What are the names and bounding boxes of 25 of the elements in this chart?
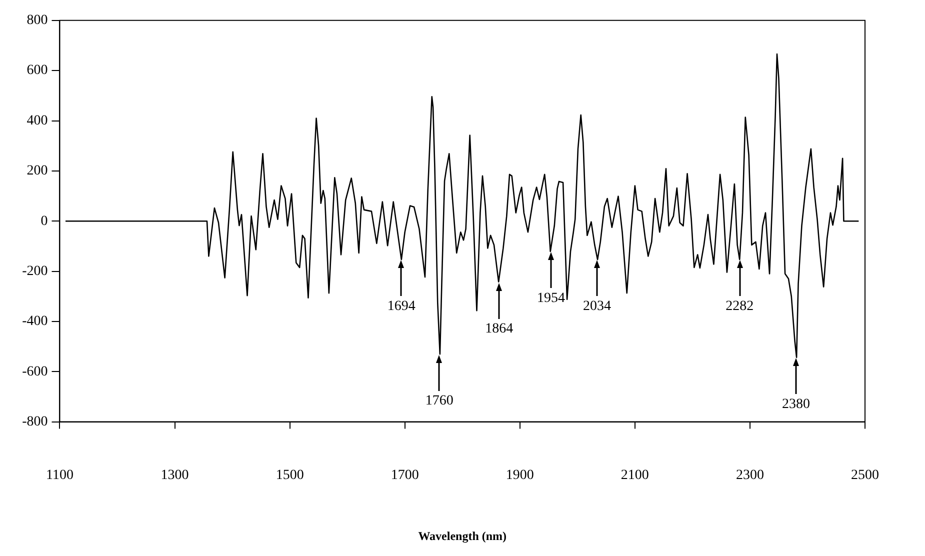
x-tick-label: 1500: [276, 468, 304, 483]
x-tick-label: 1700: [390, 468, 419, 483]
annotation: 2380: [782, 396, 810, 412]
x-tick-label: 2100: [620, 468, 649, 483]
y-tick-label: -800: [22, 414, 48, 430]
annotation: 1864: [485, 321, 514, 336]
y-tick-label: 0: [40, 214, 48, 229]
annotation: 1954: [536, 291, 565, 306]
annotation: 1694: [387, 299, 416, 314]
x-tick-label: 1900: [506, 468, 534, 483]
y-tick-label: -200: [22, 264, 48, 279]
x-tick-label: 2500: [851, 468, 879, 483]
x-axis-title: Wavelength (nm): [418, 528, 507, 543]
annotation: 2034: [582, 299, 611, 314]
y-tick-label: -400: [22, 314, 48, 330]
x-tick-label: 1100: [46, 468, 74, 483]
y-tick-label: 400: [26, 113, 48, 128]
y-tick-label: 800: [26, 13, 48, 28]
x-tick-label: 1300: [160, 468, 189, 483]
y-tick-label: 600: [26, 63, 48, 78]
annotation: 1760: [425, 394, 454, 409]
y-tick-label: -600: [22, 364, 48, 380]
y-tick-label: 200: [26, 164, 48, 179]
annotation: 2282: [726, 299, 754, 314]
x-tick-label: 2300: [736, 468, 764, 483]
